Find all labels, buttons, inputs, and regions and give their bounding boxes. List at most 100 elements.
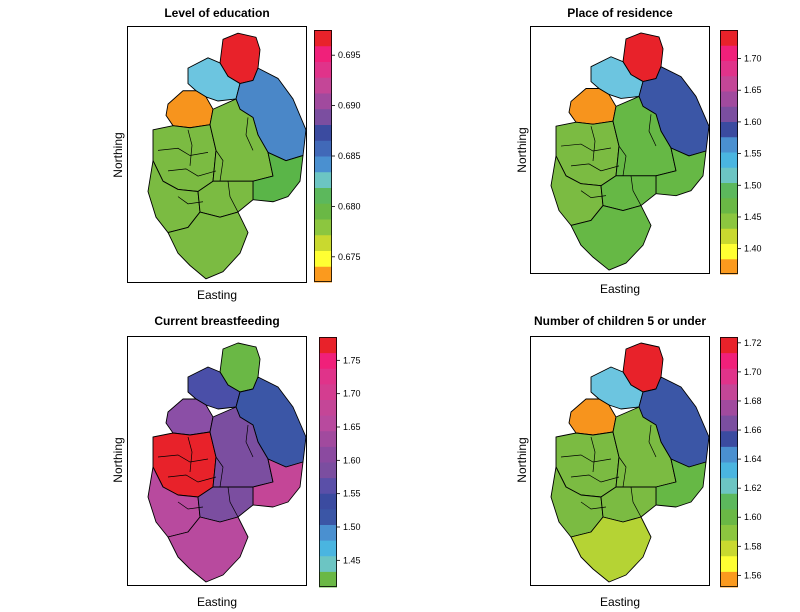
map-title: Number of children 5 or under [533, 314, 707, 328]
map-title: Level of education [164, 6, 270, 20]
district-boundary [187, 436, 193, 473]
legend-swatch [314, 45, 332, 62]
legend-swatch [314, 219, 332, 236]
legend-swatch [720, 462, 738, 479]
color-legend: 1.40 1.45 1.50 1.55 1.60 1.65 1.70 [720, 30, 778, 279]
legend-swatch [720, 493, 738, 510]
map-region-center_south [600, 175, 657, 211]
district-boundary [157, 454, 209, 463]
legend-swatch [720, 337, 738, 354]
legend-tick-label: 1.60 [343, 455, 361, 465]
map-frame [127, 26, 307, 283]
legend-tick-label: 1.75 [343, 355, 361, 365]
legend-swatch [720, 91, 738, 107]
legend-swatch [314, 171, 332, 188]
district-boundary [187, 129, 193, 166]
legend-swatch [720, 571, 738, 588]
legend-swatch [720, 213, 738, 229]
legend-tick-label: 1.62 [744, 483, 762, 493]
legend-swatch [720, 399, 738, 416]
legend-swatch [319, 415, 337, 432]
district-boundary [245, 424, 254, 458]
map-title: Current breastfeeding [154, 314, 280, 328]
x-axis-label: Easting [599, 282, 641, 296]
legend-tick-label: 1.70 [343, 389, 361, 399]
legend-swatch [720, 368, 738, 385]
legend-swatch [720, 182, 738, 199]
legend-swatch [720, 524, 738, 541]
legend-tick-label: 1.66 [744, 425, 762, 435]
legend-tick-label: 0.680 [338, 201, 361, 211]
legend-swatch [720, 121, 738, 138]
legend-swatch [314, 266, 332, 283]
legend-swatch [720, 477, 738, 494]
legend-swatch [319, 399, 337, 416]
legend-swatch [319, 352, 337, 369]
y-axis-label: Northing [515, 437, 529, 483]
map-title: Place of residence [567, 6, 673, 20]
legend-swatch [314, 93, 332, 110]
legend-swatch [720, 136, 738, 153]
legend-swatch [319, 508, 337, 525]
legend-swatch [720, 430, 738, 447]
legend-swatch [319, 337, 337, 354]
legend-swatch [319, 477, 337, 494]
legend-swatch [319, 446, 337, 463]
map-region-south [570, 205, 652, 271]
district-boundary [580, 501, 607, 510]
legend-swatch [720, 152, 738, 168]
map-region-south [167, 211, 249, 280]
district-boundary [590, 436, 596, 473]
district-boundary [618, 456, 627, 488]
legend-border [314, 30, 332, 282]
district-boundary [630, 486, 642, 518]
legend-swatch [314, 77, 332, 94]
legend-swatch [319, 462, 337, 479]
legend-swatch [720, 540, 738, 557]
y-axis-label: Northing [111, 132, 125, 178]
choropleth-map [147, 342, 307, 583]
x-axis-label: Easting [196, 595, 238, 609]
legend-swatch [314, 203, 332, 220]
legend-tick-label: 1.72 [744, 338, 762, 348]
legend-swatch [720, 243, 738, 260]
legend-swatch [319, 383, 337, 400]
legend-swatch [314, 140, 332, 157]
legend-swatch [720, 30, 738, 46]
map-frame [127, 336, 307, 586]
legend-tick-label: 0.675 [338, 252, 361, 262]
color-legend: 1.56 1.58 1.60 1.62 1.64 1.66 1.68 1.70 1.72 [720, 337, 778, 592]
legend-swatch [319, 368, 337, 385]
legend-swatch [314, 250, 332, 267]
district-boundary [590, 126, 596, 161]
legend-swatch [720, 415, 738, 432]
legend-tick-label: 1.60 [744, 512, 762, 522]
legend-swatch [319, 555, 337, 572]
legend-swatch [720, 75, 738, 92]
legend-swatch [720, 508, 738, 525]
map-region-center_south [197, 180, 254, 218]
legend-tick-label: 1.50 [744, 180, 762, 190]
legend-swatch [314, 156, 332, 173]
x-axis-label: Easting [196, 288, 238, 302]
legend-swatch [319, 430, 337, 447]
legend-tick-label: 1.56 [744, 570, 762, 580]
color-legend: 1.45 1.50 1.55 1.60 1.65 1.70 1.75 [319, 337, 377, 592]
map-region-south [167, 516, 249, 583]
district-boundary [560, 454, 612, 463]
choropleth-map [147, 32, 307, 280]
choropleth-map [550, 32, 710, 271]
legend-tick-label: 1.65 [343, 422, 361, 432]
legend-swatch [319, 493, 337, 510]
legend-tick-label: 1.55 [343, 489, 361, 499]
legend-tick-label: 1.50 [343, 522, 361, 532]
district-boundary [227, 181, 239, 213]
legend-swatch [720, 228, 738, 244]
legend-swatch [314, 30, 332, 47]
legend-tick-label: 0.695 [338, 50, 361, 60]
y-axis-label: Northing [111, 437, 125, 483]
legend-border [720, 337, 738, 587]
legend-swatch [720, 352, 738, 369]
legend-tick-label: 1.70 [744, 54, 762, 64]
district-boundary [580, 190, 607, 198]
